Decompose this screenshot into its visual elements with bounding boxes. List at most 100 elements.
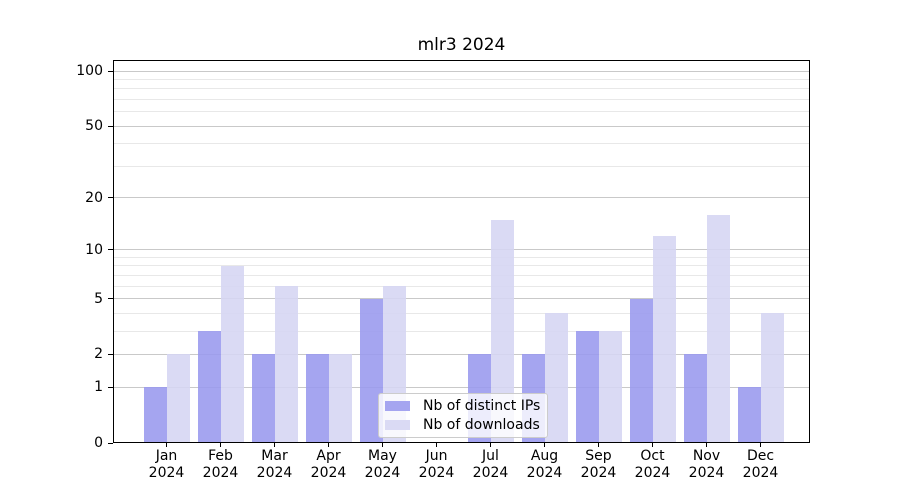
x-tick-label: Nov 2024 [675,448,739,482]
major-gridline [114,70,809,72]
minor-gridline [114,99,809,101]
x-tick-mark [760,443,761,447]
legend-swatch-downloads [385,419,410,430]
y-tick-mark [108,125,113,127]
legend-label-distinct-ips: Nb of distinct IPs [423,398,541,415]
x-tick-mark [166,443,167,447]
x-tick-month: Oct [640,448,665,464]
bar-nb-of-distinct-ips-jan [143,387,167,443]
x-tick-month: Aug [530,448,559,464]
y-tick-label: 2 [94,346,103,363]
y-tick-mark [108,298,113,300]
bar-nb-of-downloads-oct [652,236,676,443]
x-tick-year: 2024 [148,465,185,481]
bar-nb-of-downloads-jul [490,219,514,443]
x-tick-mark [544,443,545,447]
x-tick-label: Mar 2024 [243,448,307,482]
y-tick-mark [108,249,113,251]
bar-nb-of-downloads-feb [220,265,244,443]
y-tick-label: 50 [85,118,103,135]
minor-gridline [114,165,809,167]
x-tick-year: 2024 [418,465,455,481]
x-tick-month: Jun [425,448,448,464]
y-tick-label: 20 [85,189,103,206]
minor-gridline [114,256,809,258]
x-tick-month: Sep [585,448,612,464]
minor-gridline [114,285,809,287]
bar-nb-of-downloads-aug [544,313,568,443]
x-tick-year: 2024 [310,465,347,481]
bar-nb-of-distinct-ips-dec [737,387,761,443]
bar-nb-of-downloads-apr [328,354,352,443]
x-tick-label: Jul 2024 [459,448,523,482]
x-tick-label: Oct 2024 [621,448,685,482]
x-tick-year: 2024 [256,465,293,481]
x-tick-month: Jul [482,448,499,464]
x-tick-mark [382,443,383,447]
x-tick-year: 2024 [688,465,725,481]
minor-gridline [114,143,809,145]
minor-gridline [114,274,809,276]
bar-nb-of-distinct-ips-sep [575,331,599,443]
x-tick-label: Aug 2024 [513,448,577,482]
x-tick-year: 2024 [472,465,509,481]
bar-nb-of-downloads-sep [598,331,622,443]
x-tick-year: 2024 [742,465,779,481]
x-tick-month: Mar [261,448,288,464]
bar-nb-of-distinct-ips-mar [251,354,275,443]
minor-gridline [114,88,809,90]
y-tick-label: 0 [94,435,103,451]
legend-item-distinct-ips: Nb of distinct IPs [385,398,541,414]
x-tick-label: Sep 2024 [567,448,631,482]
x-tick-mark [436,443,437,447]
x-tick-year: 2024 [202,465,239,481]
y-tick-mark [108,442,113,444]
x-tick-mark [490,443,491,447]
x-tick-year: 2024 [364,465,401,481]
x-tick-label: Dec 2024 [729,448,793,482]
bar-nb-of-downloads-mar [274,286,298,443]
x-tick-month: May [368,448,397,464]
legend: Nb of distinct IPs Nb of downloads [378,393,548,438]
bar-nb-of-distinct-ips-apr [305,354,329,443]
x-tick-mark [220,443,221,447]
y-tick-label: 10 [85,241,103,258]
major-gridline [114,249,809,251]
legend-swatch-distinct-ips [385,401,410,412]
legend-item-downloads: Nb of downloads [385,417,541,433]
x-tick-month: Jan [155,448,178,464]
bar-nb-of-downloads-dec [760,313,784,443]
major-gridline [114,197,809,199]
minor-gridline [114,265,809,267]
minor-gridline [114,312,809,314]
major-gridline [114,353,809,355]
x-tick-mark [274,443,275,447]
x-tick-year: 2024 [526,465,563,481]
y-tick-mark [108,386,113,388]
x-tick-mark [706,443,707,447]
major-gridline [114,298,809,300]
minor-gridline [114,111,809,113]
x-tick-mark [598,443,599,447]
x-tick-label: Jun 2024 [405,448,469,482]
x-tick-month: Dec [746,448,775,464]
y-tick-mark [108,70,113,72]
major-gridline [114,386,809,388]
y-tick-label: 1 [94,379,103,396]
x-tick-month: Apr [316,448,341,464]
minor-gridline [114,330,809,332]
chart-title: mlr3 2024 [417,35,506,55]
bar-nb-of-distinct-ips-nov [683,354,707,443]
legend-label-downloads: Nb of downloads [423,416,540,433]
x-tick-label: May 2024 [351,448,415,482]
x-tick-label: Feb 2024 [189,448,253,482]
bar-nb-of-distinct-ips-feb [197,331,221,443]
x-tick-label: Apr 2024 [297,448,361,482]
bar-nb-of-distinct-ips-oct [629,298,653,443]
y-tick-mark [108,353,113,355]
bar-nb-of-distinct-ips-may [359,298,383,443]
major-gridline [114,125,809,127]
x-tick-month: Feb [208,448,233,464]
x-tick-year: 2024 [634,465,671,481]
